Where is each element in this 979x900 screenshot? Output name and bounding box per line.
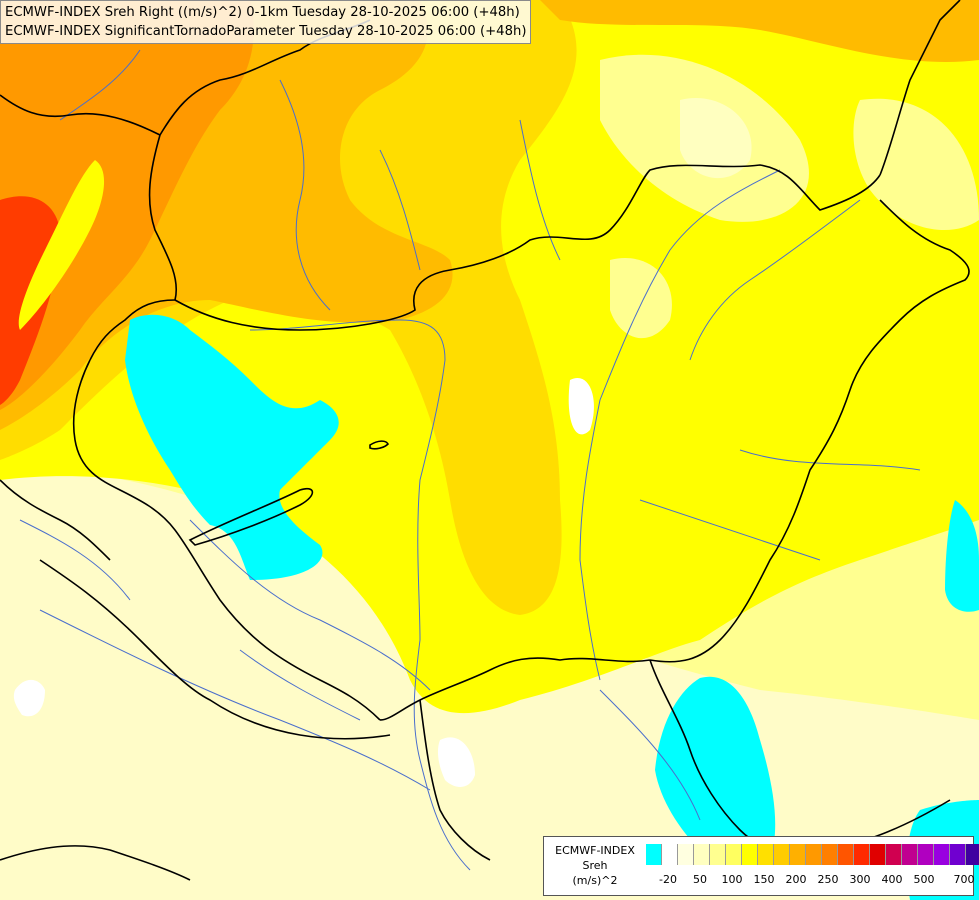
title-line-2: ECMWF-INDEX SignificantTornadoParameter … [5, 24, 527, 39]
river-danube-north [249, 319, 471, 871]
legend-ticks: -20 50 100 150 200 250 300 400 500 700 [646, 873, 974, 887]
border-north [0, 19, 371, 137]
field-white-west [13, 679, 45, 717]
border-serbia [419, 699, 491, 861]
border-slovakia-hungary [174, 164, 881, 331]
legend-title-model: ECMWF-INDEX [555, 844, 635, 857]
legend-swatch [662, 844, 678, 865]
legend-swatch [838, 844, 854, 865]
border-small-lake [369, 440, 389, 450]
legend-tick-label: 100 [721, 873, 743, 886]
river-sava [39, 609, 431, 791]
river-south-2 [239, 649, 361, 721]
river-east-2 [739, 449, 921, 471]
color-legend: ECMWF-INDEX Sreh (m/s)^2 -20 50 100 150 200 2… [543, 836, 979, 896]
legend-swatch [822, 844, 838, 865]
legend-swatch [950, 844, 966, 865]
legend-swatches [646, 844, 979, 865]
borders [0, 0, 970, 881]
border-slovenia-croatia [0, 479, 111, 561]
legend-swatch [694, 844, 710, 865]
field-pale-ne2 [680, 98, 752, 179]
legend-tick-label: 250 [817, 873, 839, 886]
river-north-3 [519, 119, 561, 261]
legend-swatch [742, 844, 758, 865]
legend-swatch [758, 844, 774, 865]
field-cyan-east [945, 500, 979, 612]
legend-tick-label: 300 [849, 873, 871, 886]
legend-swatch [966, 844, 979, 865]
border-hungary-west [72, 359, 381, 721]
legend-title-param: Sreh [582, 859, 608, 872]
river-east-1 [689, 199, 861, 361]
field-yellow-streak [18, 160, 105, 330]
border-austria-czech [148, 134, 178, 301]
legend-swatch [726, 844, 742, 865]
title-line-1: ECMWF-INDEX Sreh Right ((m/s)^2) 0-1km T… [5, 5, 520, 20]
river-drava [189, 519, 431, 691]
legend-tick-label: 50 [693, 873, 707, 886]
river-west-2 [19, 519, 131, 601]
field-cyan-southeast [655, 676, 776, 865]
field-amber-top [540, 0, 979, 63]
legend-tick-label: 200 [785, 873, 807, 886]
river-north-2 [379, 149, 421, 271]
legend-swatch [774, 844, 790, 865]
border-hungary-east [649, 199, 970, 663]
legend-swatch [806, 844, 822, 865]
river-south-1 [599, 689, 701, 821]
legend-swatch [934, 844, 950, 865]
legend-tick-label: 150 [753, 873, 775, 886]
field-pale-e [853, 98, 979, 230]
border-lake-balaton [188, 487, 314, 546]
legend-tick-label: 400 [881, 873, 903, 886]
legend-swatch [918, 844, 934, 865]
legend-swatch [870, 844, 886, 865]
legend-title-unit: (m/s)^2 [572, 874, 618, 887]
field-cyan-west [125, 314, 339, 580]
legend-swatch [710, 844, 726, 865]
river-north-1 [279, 79, 331, 311]
field-orange [0, 0, 254, 410]
field-white-south [437, 737, 475, 787]
legend-swatch [678, 844, 694, 865]
map-title-box: ECMWF-INDEX Sreh Right ((m/s)^2) 0-1km T… [0, 0, 532, 44]
border-north-east [879, 0, 961, 176]
rivers [19, 49, 921, 871]
legend-tick-label: 500 [913, 873, 935, 886]
legend-swatch [646, 844, 662, 865]
field-white-center [568, 378, 594, 435]
border-hungary-south [379, 657, 651, 721]
river-east-3 [639, 499, 821, 561]
legend-swatch [902, 844, 918, 865]
legend-title: ECMWF-INDEX Sreh (m/s)^2 [544, 843, 646, 888]
legend-swatch [854, 844, 870, 865]
river-tisza [579, 169, 781, 681]
field-pale-center [610, 258, 672, 339]
border-south-west [0, 845, 191, 881]
river-west-1 [59, 49, 141, 121]
border-croatia-bosnia [39, 559, 391, 740]
legend-tick-label: 700 [953, 873, 975, 886]
legend-tick-label: -20 [659, 873, 677, 886]
legend-swatch [790, 844, 806, 865]
legend-swatch [886, 844, 902, 865]
border-austria-hungary [89, 299, 176, 361]
